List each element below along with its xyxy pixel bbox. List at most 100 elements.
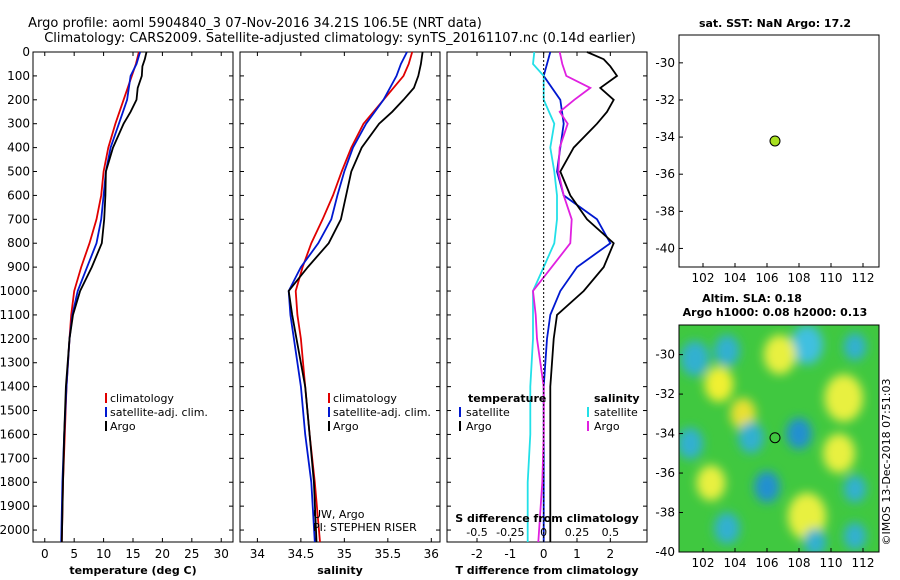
attribution-text: UW, Argo <box>313 508 365 521</box>
sla_map-x-tick-label: 110 <box>820 556 843 570</box>
difference-series-temperature-argo <box>549 51 619 542</box>
temperature-legend-label: climatology <box>110 392 174 405</box>
sla_map-y-tick-label: -34 <box>655 427 675 441</box>
salinity-x-tick-label: 36 <box>424 547 439 561</box>
sla-heatmap-cell <box>803 528 827 552</box>
sla-map-title-line2: Argo h1000: 0.08 h2000: 0.13 <box>683 306 868 319</box>
temperature-axes-frame <box>32 51 234 543</box>
salinity-x-tick-label: 35.5 <box>374 547 401 561</box>
salinity-profile-panel: 34 34.5 35 35.5 36 salinity climatologysatelli… <box>239 51 441 577</box>
salinity-series-satellite-adj-clim- <box>287 51 408 543</box>
depth-tick-label: 300 <box>7 117 30 131</box>
sla-heatmap-cell <box>704 366 734 402</box>
sla-heatmap-cell <box>680 340 710 377</box>
temperature-x-tick-label: 0 <box>41 547 49 561</box>
sst-map-title: sat. SST: NaN Argo: 17.2 <box>699 17 851 30</box>
sla_map-y-tick-label: -30 <box>655 348 675 362</box>
sat_map-y-tick-label: -34 <box>655 130 675 144</box>
temperature-x-tick-label: 5 <box>70 547 78 561</box>
salinity-x-axis-label: salinity <box>317 564 363 577</box>
sla_map-y-tick-label: -40 <box>655 545 675 559</box>
sst-location-map-panel: sat. SST: NaN Argo: 17.2 102 104 106 108 110 1… <box>655 17 880 285</box>
difference-series-salinity-argo <box>532 51 593 543</box>
sat_map-y-tick-label: -40 <box>655 241 675 255</box>
depth-tick-label: 1900 <box>0 499 30 513</box>
sla_map-x-tick-label: 108 <box>788 556 811 570</box>
salinity-diff-tick-label: 0 <box>540 526 547 539</box>
depth-tick-label: 1800 <box>0 475 30 489</box>
depth-tick-label: 1400 <box>0 380 30 394</box>
depth-tick-label: 200 <box>7 93 30 107</box>
difference-legend-label: Argo <box>594 420 620 433</box>
sla-heatmap-cell <box>824 374 863 422</box>
sat_map-x-tick-label: 110 <box>820 271 843 285</box>
sat_map-y-tick-label: -36 <box>655 167 675 181</box>
salinity-legend-label: Argo <box>333 420 359 433</box>
sla_map-y-tick-label: -38 <box>655 506 675 520</box>
salinity-diff-tick-label: -0.5 <box>466 526 487 539</box>
depth-tick-label: 600 <box>7 188 30 202</box>
sat_map-argo-location-marker <box>769 135 781 147</box>
sat_map-x-tick-label: 112 <box>852 271 875 285</box>
sla-heatmap-cell <box>823 433 855 474</box>
difference-legend-label: satellite <box>466 406 510 419</box>
depth-tick-label: 1200 <box>0 332 30 346</box>
temperature-profile-panel: 0100200300400500600700800900100011001200… <box>0 45 234 577</box>
temperature-x-tick-label: 25 <box>184 547 199 561</box>
salinity-diff-tick-label: -0.25 <box>496 526 524 539</box>
salinity-legend-label: climatology <box>333 392 397 405</box>
depth-tick-label: 0 <box>22 45 30 59</box>
sla_map-x-tick-label: 112 <box>852 556 875 570</box>
difference-axes-frame <box>446 51 648 543</box>
salinity-x-tick-label: 34 <box>250 547 265 561</box>
depth-tick-label: 1000 <box>0 284 30 298</box>
difference-x-tick-label: 2 <box>607 547 615 561</box>
sla-heatmap-blobs <box>679 325 867 552</box>
sla-heatmap-cell <box>696 465 726 501</box>
difference-x-tick-label: 1 <box>573 547 581 561</box>
sla-heatmap-cell <box>738 421 764 454</box>
difference-profile-panel: -2 -1 0 1 2 T difference from climatology -0.5… <box>446 51 648 577</box>
sla-heatmap-cell <box>843 475 867 503</box>
sla-heatmap-cell <box>730 398 756 430</box>
difference-x-axis-label: T difference from climatology <box>455 564 638 577</box>
difference-legend-label: satellite <box>594 406 638 419</box>
difference-legend-temperature-title: temperature <box>468 392 546 405</box>
salinity-diff-tick-label: 0.25 <box>565 526 590 539</box>
sat_map-y-tick-label: -38 <box>655 204 675 218</box>
sla-heatmap-cell <box>786 417 812 450</box>
temperature-x-tick-label: 15 <box>125 547 140 561</box>
sla-heatmap-cell <box>679 427 703 460</box>
temperature-legend-label: satellite-adj. clim. <box>110 406 208 419</box>
depth-tick-label: 700 <box>7 212 30 226</box>
depth-tick-label: 500 <box>7 165 30 179</box>
depth-tick-label: 1100 <box>0 308 30 322</box>
difference-x-tick-label: 0 <box>540 547 548 561</box>
sla_map-y-tick-label: -32 <box>655 387 675 401</box>
temperature-legend-label: Argo <box>110 420 136 433</box>
sla-heatmap-cell <box>843 522 867 551</box>
sla_map-x-tick-label: 102 <box>692 556 715 570</box>
temperature-x-tick-label: 10 <box>96 547 111 561</box>
sla_map-x-tick-label: 106 <box>756 556 779 570</box>
sla-map-title-line1: Altim. SLA: 0.18 <box>702 292 802 305</box>
sat_map-x-tick-label: 102 <box>692 271 715 285</box>
temperature-series-argo <box>60 51 148 543</box>
figure-title-line2: Climatology: CARS2009. Satellite-adjuste… <box>44 31 636 46</box>
salinity-diff-axis-label: S difference from climatology <box>455 512 639 525</box>
sla-heatmap-cell <box>714 334 740 367</box>
sla_map-frame <box>678 324 880 553</box>
depth-tick-label: 2000 <box>0 523 30 537</box>
difference-legend-salinity-title: salinity <box>594 392 640 405</box>
sat_map-x-tick-label: 108 <box>788 271 811 285</box>
salinity-legend-label: satellite-adj. clim. <box>333 406 431 419</box>
depth-tick-label: 1700 <box>0 451 30 465</box>
depth-tick-label: 1500 <box>0 404 30 418</box>
salinity-axes-frame <box>239 51 441 543</box>
sat_map-x-tick-label: 106 <box>756 271 779 285</box>
sla-heatmap-cell <box>763 334 796 375</box>
sla-heatmap-cell <box>791 325 823 365</box>
temperature-x-tick-label: 30 <box>214 547 229 561</box>
salinity-diff-tick-label: 0.5 <box>602 526 620 539</box>
